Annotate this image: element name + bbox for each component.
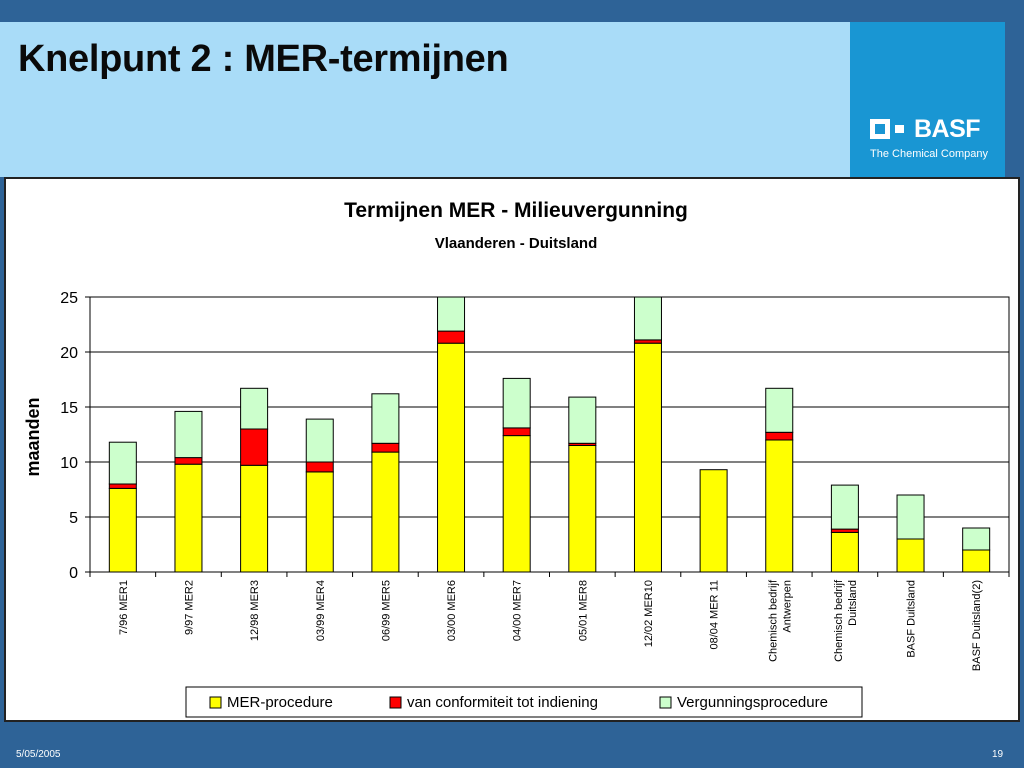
bar-segment (765, 439, 794, 573)
basf-logo-panel: BASF The Chemical Company (850, 22, 1005, 177)
bar-segment (502, 377, 531, 429)
x-tick-label: 08/04 MER 11 (709, 580, 721, 650)
basf-logo-tagline: The Chemical Company (870, 148, 988, 160)
y-tick-label: 0 (69, 565, 78, 582)
bar-segment (502, 427, 531, 437)
page-number: 19 (992, 749, 1004, 760)
stacked-bar-chart: Termijnen MER - Milieuvergunning Vlaande… (23, 199, 1010, 718)
x-tick-label: 04/00 MER7 (512, 580, 524, 641)
legend-swatch (209, 696, 222, 709)
legend-label: Vergunningsprocedure (677, 694, 828, 711)
bar-segment (962, 527, 991, 551)
chart-subtitle: Vlaanderen - Duitsland (435, 235, 598, 252)
bar-segment (502, 435, 531, 573)
x-tick-label: 12/98 MER3 (249, 580, 261, 641)
legend-swatch (389, 696, 402, 709)
bar-segment (108, 487, 137, 573)
x-tick-label: 12/02 MER10 (643, 580, 655, 647)
legend-label: van conformiteit tot indiening (407, 694, 598, 711)
slide-title: Knelpunt 2 : MER-termijnen (18, 38, 509, 80)
bar-segment (962, 549, 991, 573)
bar-segment (568, 396, 597, 444)
bar-segment (568, 445, 597, 573)
bar-segment (896, 494, 925, 540)
y-tick-label: 20 (60, 345, 78, 362)
bar-segment (633, 342, 662, 573)
bar-segment (174, 463, 203, 573)
bar-segment (437, 296, 466, 332)
y-tick-label: 5 (69, 510, 78, 527)
bar-segment (305, 461, 334, 473)
header-band (0, 22, 850, 177)
bar-segment (371, 393, 400, 444)
bar-segment (633, 296, 662, 341)
bar-segment (240, 387, 269, 430)
bar-segment (240, 428, 269, 466)
top-strip (0, 0, 1024, 22)
bar-segment (371, 442, 400, 453)
x-tick-label: BASF Duitsland(2) (971, 580, 983, 671)
legend-swatch (659, 696, 672, 709)
x-tick-label: 03/99 MER4 (315, 580, 327, 641)
plot-background (89, 296, 1010, 573)
chart-frame: Termijnen MER - Milieuvergunning Vlaande… (4, 177, 1020, 722)
x-tick-label: 9/97 MER2 (183, 580, 195, 635)
x-tick-label: Antwerpen (781, 580, 793, 633)
bar-segment (896, 538, 925, 573)
bar-segment (174, 410, 203, 459)
bar-segment (174, 457, 203, 465)
bar-segment (437, 342, 466, 573)
x-tick-label: 7/96 MER1 (118, 580, 130, 635)
bar-segment (437, 330, 466, 344)
footer-date: 5/05/2005 (16, 749, 61, 760)
bar-segment (830, 531, 859, 573)
bar-segment (830, 484, 859, 530)
x-tick-label: Chemisch bedrijf (833, 579, 845, 662)
y-tick-label: 25 (60, 290, 78, 307)
y-axis-label: maanden (23, 397, 43, 476)
legend-label: MER-procedure (227, 694, 333, 711)
bar-segment (108, 483, 137, 489)
x-tick-label: Chemisch bedrijf (767, 579, 779, 662)
x-tick-label: 05/01 MER8 (577, 580, 589, 641)
y-tick-label: 10 (60, 455, 78, 472)
x-tick-label: BASF Duitsland (906, 580, 918, 658)
plot-area: 0 5 10 15 20 25 7/96 MER1 9/97 MER2 12/98 MER3 03… (60, 290, 1010, 671)
y-tick-label: 15 (60, 400, 78, 417)
bar-segment (240, 464, 269, 573)
bar-segment (305, 418, 334, 463)
legend-box (185, 686, 863, 718)
legend: MER-procedure van conformiteit tot indien… (185, 686, 863, 718)
x-tick-label: Duitsland (847, 580, 859, 626)
bar-segment (371, 451, 400, 573)
basf-logo-wordmark: BASF (914, 115, 981, 143)
bar-segment (699, 469, 728, 573)
x-tick-label: 06/99 MER5 (380, 580, 392, 641)
basf-logo-icon (870, 119, 904, 139)
x-tick-label: 03/00 MER6 (446, 580, 458, 641)
chart-title: Termijnen MER - Milieuvergunning (344, 199, 688, 222)
bar-segment (765, 431, 794, 441)
right-strip (1005, 22, 1024, 177)
bar-segment (305, 471, 334, 573)
bar-segment (108, 441, 137, 485)
bar-segment (765, 387, 794, 433)
